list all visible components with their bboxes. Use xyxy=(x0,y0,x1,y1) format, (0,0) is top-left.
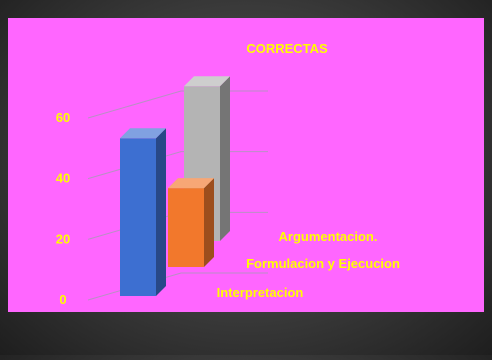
category-label: Interpretacion xyxy=(217,285,304,300)
category-label: Argumentacion. xyxy=(279,229,378,244)
gridline xyxy=(87,272,268,301)
y-axis-ticks: 0 20 40 60 xyxy=(56,110,70,307)
y-tick-label: 0 xyxy=(59,292,66,307)
bars xyxy=(120,76,230,296)
bar-formulacion-y-ejecucion xyxy=(168,178,214,267)
bar-front xyxy=(120,138,156,296)
y-tick-label: 20 xyxy=(56,231,70,246)
gridline xyxy=(87,90,268,119)
bar-side xyxy=(220,76,230,241)
gridline xyxy=(87,151,268,180)
bar-interpretacion xyxy=(120,128,166,296)
y-tick-label: 60 xyxy=(56,110,70,125)
bar-front xyxy=(168,188,204,267)
bar-side xyxy=(156,128,166,296)
chart-title: CORRECTAS xyxy=(246,41,328,56)
bar-top xyxy=(168,178,214,189)
category-labels: Interpretacion Formulacion y Ejecucion Arg… xyxy=(217,229,400,300)
bar-top xyxy=(120,128,166,139)
bar-side xyxy=(204,178,214,267)
plot-background xyxy=(8,18,484,312)
category-label: Formulacion y Ejecucion xyxy=(246,256,400,271)
bar-top xyxy=(184,76,230,87)
y-tick-label: 40 xyxy=(56,171,70,186)
